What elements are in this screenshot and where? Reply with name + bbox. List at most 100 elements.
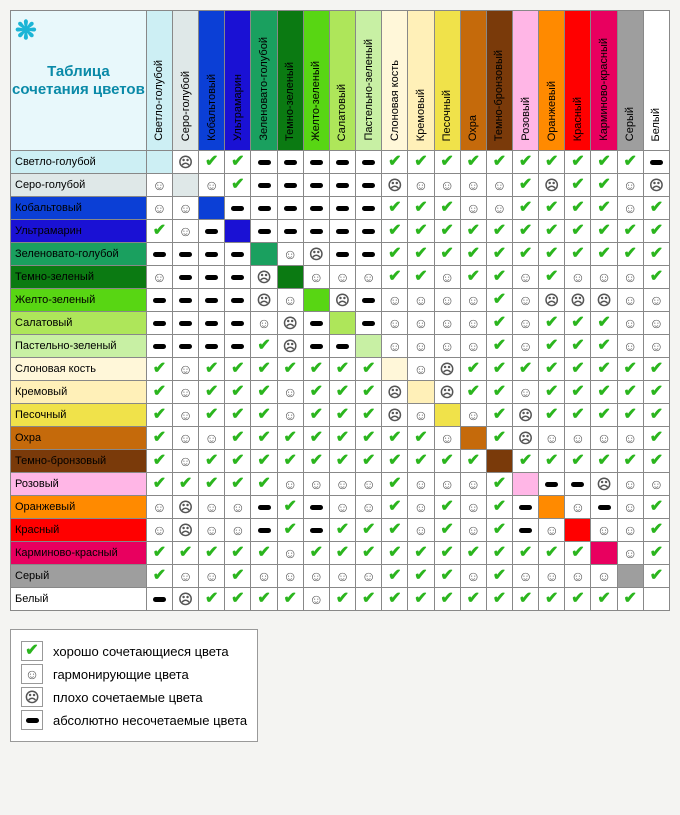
check-icon: ✔ [467, 223, 480, 239]
legend-row-n: абсолютно несочетаемые цвета [21, 710, 247, 730]
smile-icon: ☺ [623, 178, 637, 192]
check-icon: ✔ [597, 407, 610, 423]
cell-0-5 [277, 151, 303, 174]
smile-icon: ☺ [283, 408, 297, 422]
cell-12-4: ✔ [251, 427, 277, 450]
cell-0-4 [251, 151, 277, 174]
smile-icon: ☺ [518, 569, 532, 583]
check-icon: ✔ [257, 545, 270, 561]
dash-icon [179, 252, 192, 257]
cell-10-13: ✔ [486, 381, 512, 404]
cell-14-13: ✔ [486, 473, 512, 496]
table-row: Слоновая кость✔☺✔✔✔✔✔✔✔☺☹✔✔✔✔✔✔✔✔ [11, 358, 670, 381]
cell-9-9 [382, 358, 408, 381]
cell-16-7: ✔ [329, 519, 355, 542]
cell-11-16: ✔ [565, 404, 591, 427]
check-icon: ✔ [283, 522, 296, 538]
check-icon: ✔ [388, 430, 401, 446]
cell-18-7: ☺ [329, 565, 355, 588]
smile-icon: ☺ [571, 569, 585, 583]
col-label: Карминово-красный [598, 36, 610, 143]
dash-icon [205, 298, 218, 303]
check-icon: ✔ [467, 269, 480, 285]
check-icon: ✔ [571, 315, 584, 331]
check-icon: ✔ [519, 361, 532, 377]
row-head-14: Розовый [11, 473, 147, 496]
cell-9-18: ✔ [617, 358, 643, 381]
cell-10-14: ☺ [513, 381, 539, 404]
dash-icon [336, 344, 349, 349]
col-label: Ультрамарин [232, 72, 244, 143]
cell-13-5: ✔ [277, 450, 303, 473]
cell-15-8: ☺ [356, 496, 382, 519]
check-icon: ✔ [545, 315, 558, 331]
cell-1-16: ✔ [565, 174, 591, 197]
cell-3-4 [251, 220, 277, 243]
check-icon: ✔ [650, 499, 663, 515]
check-icon: ✔ [440, 154, 453, 170]
cell-1-8 [356, 174, 382, 197]
cell-3-5 [277, 220, 303, 243]
smile-icon: ☺ [414, 178, 428, 192]
check-icon: ✔ [624, 361, 637, 377]
cell-19-15: ✔ [539, 588, 565, 611]
legend-label: абсолютно несочетаемые цвета [53, 713, 247, 728]
smile-icon: ☺ [283, 477, 297, 491]
smile-icon: ☺ [597, 523, 611, 537]
dash-icon [362, 321, 375, 326]
cell-5-6: ☺ [303, 266, 329, 289]
dash-icon [205, 229, 218, 234]
cell-18-3: ✔ [225, 565, 251, 588]
cell-16-0: ☺ [146, 519, 172, 542]
smile-icon: ☺ [649, 339, 663, 353]
cell-8-5: ☹ [277, 335, 303, 358]
col-head-6: Желто-зеленый [303, 11, 329, 151]
cell-13-18: ✔ [617, 450, 643, 473]
check-icon: ✔ [283, 499, 296, 515]
legend: ✔хорошо сочетающиеся цвета☺гармонирующие… [10, 629, 258, 742]
check-icon: ✔ [205, 545, 218, 561]
dash-icon [284, 206, 297, 211]
cell-13-11: ✔ [434, 450, 460, 473]
cell-5-7: ☺ [329, 266, 355, 289]
row-head-17: Карминово-красный [11, 542, 147, 565]
smile-icon: ☺ [205, 178, 219, 192]
cell-10-5: ☺ [277, 381, 303, 404]
cell-17-2: ✔ [199, 542, 225, 565]
cell-18-0: ✔ [146, 565, 172, 588]
cell-15-0: ☺ [146, 496, 172, 519]
check-icon: ✔ [519, 545, 532, 561]
check-icon: ✔ [650, 246, 663, 262]
check-icon: ✔ [440, 545, 453, 561]
smile-icon: ☺ [178, 569, 192, 583]
cell-15-9: ✔ [382, 496, 408, 519]
check-icon: ✔ [153, 361, 166, 377]
check-icon: ✔ [414, 154, 427, 170]
cell-4-9: ✔ [382, 243, 408, 266]
dash-icon [362, 206, 375, 211]
col-head-17: Карминово-красный [591, 11, 617, 151]
cell-5-19: ✔ [643, 266, 669, 289]
dash-icon [650, 160, 663, 165]
smile-icon: ☺ [466, 500, 480, 514]
cell-15-5: ✔ [277, 496, 303, 519]
cell-19-19 [643, 588, 669, 611]
cell-10-6: ✔ [303, 381, 329, 404]
cell-7-16: ✔ [565, 312, 591, 335]
check-icon: ✔ [650, 430, 663, 446]
smile-icon: ☺ [309, 270, 323, 284]
check-icon: ✔ [571, 200, 584, 216]
cell-6-1 [172, 289, 198, 312]
check-icon: ✔ [257, 591, 270, 607]
smile-icon: ☺ [623, 431, 637, 445]
smile-icon: ☺ [414, 523, 428, 537]
check-icon: ✔ [650, 200, 663, 216]
smile-icon: ☺ [440, 293, 454, 307]
cell-9-13: ✔ [486, 358, 512, 381]
cell-6-14: ☺ [513, 289, 539, 312]
check-icon: ✔ [545, 453, 558, 469]
col-label: Желто-зеленый [310, 59, 322, 143]
smile-icon: ☺ [335, 500, 349, 514]
cell-6-5: ☺ [277, 289, 303, 312]
dash-icon [545, 482, 558, 487]
